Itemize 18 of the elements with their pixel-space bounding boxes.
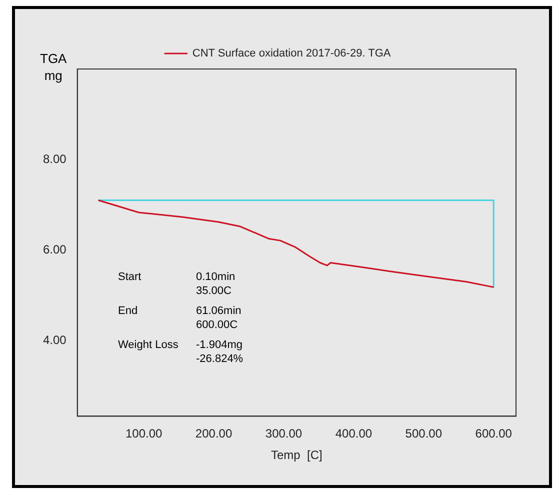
x-tick-label: 200.00 [195, 426, 232, 441]
y-tick-label: 8.00 [42, 152, 67, 166]
legend-label: CNT Surface oxidation 2017-06-29. TGA [192, 48, 392, 60]
annotation: -1.904mg -26.824% [196, 338, 244, 366]
x-tick-label: 500.00 [405, 426, 442, 441]
annotation: Weight Loss [118, 338, 180, 353]
y-axis-title: TGA mg [40, 50, 67, 84]
annotation: Start [118, 270, 142, 285]
y-tick-label: 6.00 [42, 242, 67, 256]
annotation: 0.10min 35.00C [196, 270, 236, 298]
x-tick-label: 300.00 [265, 426, 302, 441]
x-tick-label: 100.00 [125, 426, 162, 441]
annotation: End [118, 304, 139, 319]
annotation: 61.06min 600.00C [196, 304, 242, 332]
x-tick-label: 400.00 [335, 426, 372, 441]
x-tick-label: 600.00 [475, 426, 512, 441]
x-axis-title: Temp [C] [271, 448, 322, 462]
y-tick-label: 4.00 [42, 332, 67, 347]
